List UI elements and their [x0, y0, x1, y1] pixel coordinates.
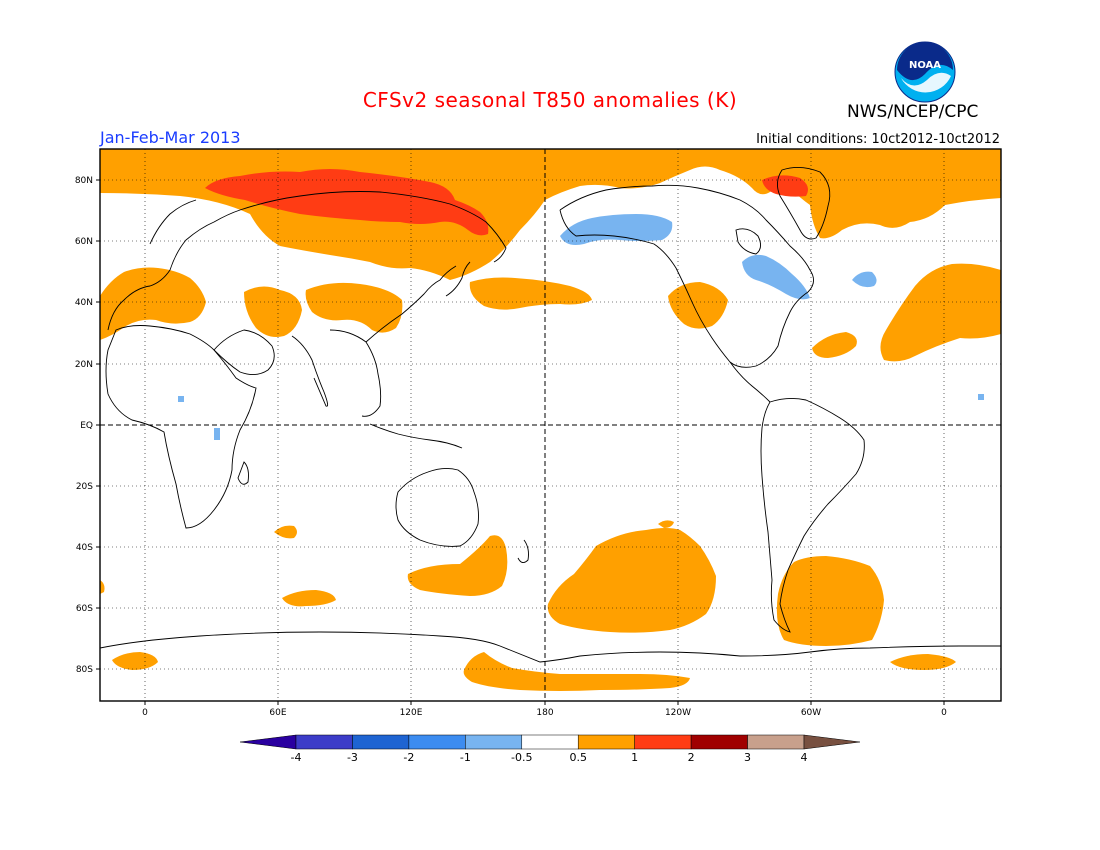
cool-great-lakes	[742, 254, 810, 300]
colorbar-label: -0.5	[511, 751, 532, 764]
lon-label: 60E	[269, 708, 286, 718]
warm-central-asia	[244, 286, 302, 337]
warm-antarctic-atlantic	[112, 652, 158, 670]
coast-new-zealand	[517, 539, 529, 563]
coast-south-america	[760, 397, 865, 633]
coast-antarctica	[100, 631, 1001, 663]
lon-label: 60W	[801, 708, 821, 718]
noaa-logo-icon: NOAA	[894, 41, 956, 103]
forecast-period: Jan-Feb-Mar 2013	[100, 128, 241, 147]
coast-madagascar	[237, 461, 249, 485]
colorbar-arrow-low	[239, 734, 297, 750]
colorbar-label: 0.5	[569, 751, 587, 764]
lat-label: 20S	[76, 482, 93, 492]
cool-alaska	[560, 214, 673, 245]
coast-australia	[395, 467, 479, 547]
map-title: CFSv2 seasonal T850 anomalies (K)	[362, 88, 738, 112]
coast-indonesia	[369, 423, 463, 449]
coast-hudson-bay	[735, 228, 761, 255]
longitude-labels: 0 60E 120E 180 120W 60W 0	[142, 708, 947, 718]
warm-west-edge-south	[100, 580, 105, 594]
coast-arabia	[213, 329, 275, 375]
warm-arctic-band-east	[545, 149, 1001, 239]
initial-conditions: Initial conditions: 10ct2012-10ct2012	[756, 132, 1000, 147]
warm-south-pacific	[547, 528, 716, 633]
lat-label: 40S	[76, 543, 93, 553]
coast-europe	[107, 209, 241, 331]
colorbar-swatch	[634, 734, 692, 750]
cool-atlantic-dot	[978, 394, 984, 400]
warm-north-atlantic-east	[880, 263, 1001, 362]
coast-north-america	[559, 184, 814, 368]
warm-south-america-south	[776, 556, 884, 646]
axis-ticks	[96, 179, 945, 705]
colorbar-swatch	[577, 734, 635, 750]
lat-label: 60S	[76, 604, 93, 614]
lon-label: 0	[941, 708, 947, 718]
lon-label: 120W	[665, 708, 691, 718]
coast-japan	[445, 261, 471, 297]
colorbar-label: 4	[801, 751, 808, 764]
coastlines	[100, 167, 1001, 663]
warm-north-pacific	[469, 277, 592, 310]
colorbar-label: -3	[347, 751, 358, 764]
lat-label: 40N	[75, 298, 93, 308]
lat-label: 80N	[75, 176, 93, 186]
colorbar-label: -2	[403, 751, 414, 764]
coast-china	[365, 265, 457, 343]
warm-south-pacific-small	[658, 520, 674, 528]
coast-africa	[105, 325, 257, 529]
latitude-labels: 80N 60N 40N 20N EQ 20S 40S 60S 80S	[75, 176, 93, 675]
lon-label: 180	[536, 708, 553, 718]
colorbar-swatch	[295, 734, 353, 750]
warm-south-indian-small	[274, 525, 297, 539]
warm-europe	[100, 267, 206, 340]
warm-antarctic-east	[890, 654, 956, 670]
warm-atlantic-patch	[812, 332, 857, 358]
colorbar-label: 3	[744, 751, 751, 764]
coast-greenland	[777, 167, 831, 240]
lat-label: 20N	[75, 360, 93, 370]
warm-south-atlantic-small	[282, 590, 336, 607]
coast-scandinavia	[149, 199, 197, 245]
colorbar-swatch	[352, 734, 410, 750]
colorbar-label: 2	[688, 751, 695, 764]
warm-strong-greenland	[762, 175, 808, 197]
colorbar-swatch	[521, 734, 579, 750]
organization-label: NWS/NCEP/CPC	[847, 102, 979, 122]
colorbar-swatch	[465, 734, 523, 750]
coast-se-asia	[329, 329, 382, 417]
cool-lake-victoria	[214, 428, 220, 440]
lat-label: 60N	[75, 237, 93, 247]
lat-label: 80S	[76, 665, 93, 675]
grid-lines	[100, 149, 1001, 701]
colorbar-legend: -4 -3 -2 -1 -0.5 0.5 1 2 3 4	[239, 734, 861, 764]
colorbar-arrow-high	[803, 734, 861, 750]
cool-atlantic	[852, 271, 877, 288]
lon-label: 0	[142, 708, 148, 718]
lat-label: EQ	[80, 421, 93, 431]
colorbar-swatch	[408, 734, 466, 750]
warm-western-us	[668, 282, 728, 329]
colorbar-label: -4	[291, 751, 302, 764]
colorbar-label: 1	[631, 751, 638, 764]
coast-siberia	[239, 191, 507, 263]
logo-text: NOAA	[909, 60, 941, 71]
warm-east-asia	[305, 282, 403, 333]
warm-south-of-australia	[407, 535, 508, 596]
lon-label: 120E	[400, 708, 423, 718]
colorbar-label: -1	[460, 751, 471, 764]
colorbar-swatch	[690, 734, 748, 750]
coast-central-america	[729, 361, 771, 403]
cool-africa-dot	[178, 396, 184, 402]
warm-antarctic-pacific	[463, 652, 690, 691]
coast-india	[291, 335, 329, 407]
anomaly-shading	[100, 149, 1001, 691]
colorbar-swatch	[747, 734, 805, 750]
warm-strong-siberia	[205, 169, 489, 236]
